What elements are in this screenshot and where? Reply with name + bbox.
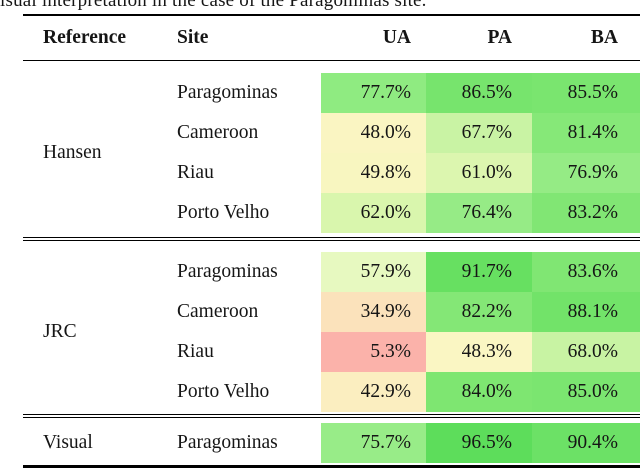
table-bottom-rule (23, 465, 640, 468)
value-cell-pa: 48.3% (426, 331, 532, 372)
header-ua: UA (382, 26, 411, 48)
site-cell: Paragominas (177, 260, 278, 282)
site-cell: Riau (177, 340, 214, 362)
table-row: Cameroon 48.0% 67.7% 81.4% (177, 112, 640, 153)
header-pa: PA (487, 26, 512, 48)
value-cell-ba: 76.9% (532, 152, 640, 193)
table-row: Cameroon 34.9% 82.2% 88.1% (177, 291, 640, 332)
group-label-jrc: JRC (43, 320, 77, 342)
table-row: Paragominas 57.9% 91.7% 83.6% (177, 251, 640, 292)
value-cell-ba: 83.2% (532, 192, 640, 233)
site-cell: Cameroon (177, 121, 259, 143)
group-separator-rule (23, 413, 640, 418)
table-row: Paragominas 77.7% 86.5% 85.5% (177, 72, 640, 113)
group-separator-rule (23, 237, 640, 242)
value-cell-pa: 76.4% (426, 192, 532, 233)
value-cell-ua: 57.9% (321, 251, 426, 292)
site-cell: Cameroon (177, 300, 259, 322)
group-label-visual: Visual (43, 431, 93, 453)
table-row: Riau 49.8% 61.0% 76.9% (177, 152, 640, 193)
site-cell: Porto Velho (177, 201, 270, 223)
value-cell-ba: 88.1% (532, 291, 640, 332)
table-group-jrc: JRC Paragominas 57.9% 91.7% 83.6% Camero… (23, 251, 640, 412)
value-cell-ua: 34.9% (321, 291, 426, 332)
header-ba: BA (590, 26, 618, 48)
value-cell-pa: 61.0% (426, 152, 532, 193)
header-reference: Reference (43, 26, 126, 48)
table-row: Riau 5.3% 48.3% 68.0% (177, 331, 640, 372)
value-cell-ua: 48.0% (321, 112, 426, 153)
value-cell-ba: 90.4% (532, 422, 640, 463)
site-cell: Porto Velho (177, 380, 270, 402)
value-cell-pa: 96.5% (426, 422, 532, 463)
table-row: Paragominas 75.7% 96.5% 90.4% (177, 422, 640, 463)
value-cell-ba: 81.4% (532, 112, 640, 153)
reference-table: Reference Site UA PA BA Hansen Paragomin… (23, 13, 640, 468)
table-group-hansen: Hansen Paragominas 77.7% 86.5% 85.5% Cam… (23, 72, 640, 233)
table-row: Porto Velho 42.9% 84.0% 85.0% (177, 371, 640, 412)
table-row: Porto Velho 62.0% 76.4% 83.2% (177, 192, 640, 233)
value-cell-ua: 5.3% (321, 331, 426, 372)
value-cell-ba: 85.5% (532, 72, 640, 113)
site-cell: Paragominas (177, 81, 278, 103)
value-cell-ua: 49.8% (321, 152, 426, 193)
value-cell-pa: 67.7% (426, 112, 532, 153)
header-site: Site (177, 26, 209, 48)
value-cell-ua: 62.0% (321, 192, 426, 233)
header-rule (23, 59, 640, 62)
value-cell-ua: 77.7% (321, 72, 426, 113)
value-cell-pa: 91.7% (426, 251, 532, 292)
caption-fragment: isual interpretation in the case of the … (0, 0, 640, 12)
value-cell-ba: 68.0% (532, 331, 640, 372)
table-header-row: Reference Site UA PA BA (23, 16, 640, 60)
table-top-rule (23, 13, 640, 16)
table-group-visual: Visual Paragominas 75.7% 96.5% 90.4% (23, 422, 640, 463)
value-cell-pa: 82.2% (426, 291, 532, 332)
site-cell: Paragominas (177, 431, 278, 453)
value-cell-pa: 86.5% (426, 72, 532, 113)
site-cell: Riau (177, 161, 214, 183)
value-cell-ua: 75.7% (321, 422, 426, 463)
value-cell-ba: 85.0% (532, 371, 640, 412)
value-cell-ba: 83.6% (532, 251, 640, 292)
value-cell-ua: 42.9% (321, 371, 426, 412)
caption-fragment-text: isual interpretation in the case of the … (0, 0, 427, 11)
group-label-hansen: Hansen (43, 141, 102, 163)
value-cell-pa: 84.0% (426, 371, 532, 412)
